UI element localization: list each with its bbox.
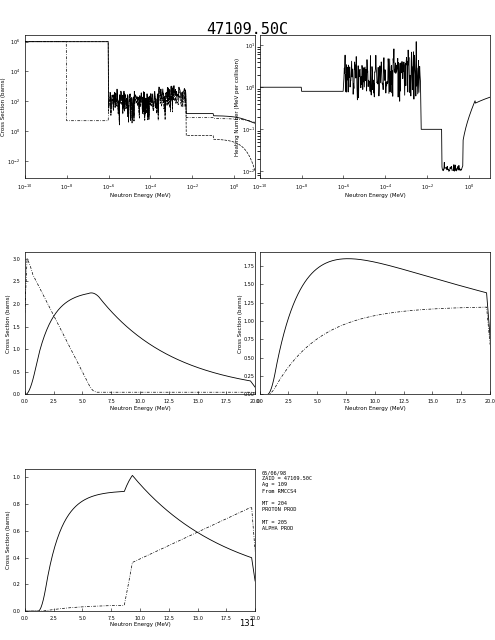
Y-axis label: Cross Section (barns): Cross Section (barns) [6, 511, 11, 569]
Y-axis label: Cross Section (barns): Cross Section (barns) [0, 77, 5, 136]
Text: 47109.50C: 47109.50C [206, 22, 289, 37]
Text: 05/06/98
ZAID = 47109.50C
Ag = 109
From RMCCS4

MT = 204
PROTON PROD

MT = 205
A: 05/06/98 ZAID = 47109.50C Ag = 109 From … [262, 470, 312, 531]
Y-axis label: Heating Number (MeV per collision): Heating Number (MeV per collision) [236, 58, 241, 156]
Y-axis label: Cross Section (barns): Cross Section (barns) [238, 294, 243, 353]
Text: 05/06/98
ZAID = 47109.50C
Ag = 109
From RMCCS4

MT = 1
TOTAL

MT = 2
ELASTIC

MT: 05/06/98 ZAID = 47109.50C Ag = 109 From … [262, 36, 312, 116]
Text: 05/06/98
ZAID = 47109.50C
Ag = 109
From RMCCS4

MT = 4
TOTAL INELASTIC

MT = 10
: 05/06/98 ZAID = 47109.50C Ag = 109 From … [262, 253, 312, 314]
X-axis label: Neutron Energy (MeV): Neutron Energy (MeV) [109, 406, 170, 411]
X-axis label: Neutron Energy (MeV): Neutron Energy (MeV) [345, 406, 405, 411]
X-axis label: Neutron Energy (MeV): Neutron Energy (MeV) [109, 623, 170, 627]
X-axis label: Neutron Energy (MeV): Neutron Energy (MeV) [109, 193, 170, 198]
X-axis label: Neutron Energy (MeV): Neutron Energy (MeV) [345, 193, 405, 198]
Text: 131: 131 [240, 620, 255, 628]
Y-axis label: Cross Section (barns): Cross Section (barns) [6, 294, 11, 353]
